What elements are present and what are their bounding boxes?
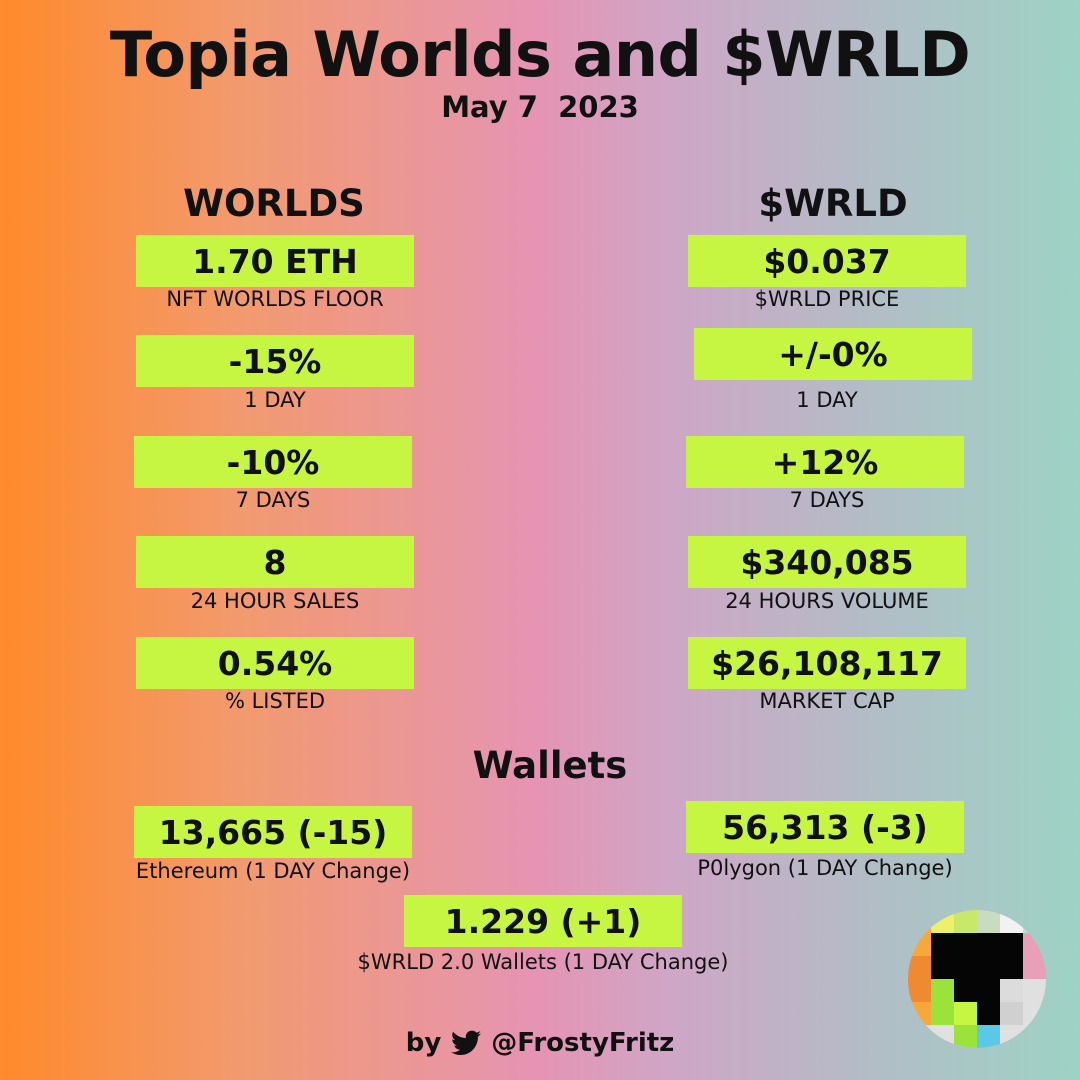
wrld-volume-label: 24 HOURS VOLUME	[725, 589, 929, 613]
avatar	[908, 910, 1046, 1048]
wallets-heading: Wallets	[472, 744, 628, 787]
worlds-1day-value: -15%	[136, 335, 414, 387]
footer-credit: by @FrostyFritz	[0, 1028, 1080, 1058]
page-date: May 7 2023	[441, 90, 639, 124]
worlds-heading: WORLDS	[183, 182, 365, 225]
footer-by: by	[405, 1028, 442, 1058]
polygon-wallets-value: 56,313 (-3)	[686, 801, 964, 853]
worlds-listed-value: 0.54%	[136, 637, 414, 689]
twitter-bird-icon	[451, 1030, 482, 1056]
wrld-1day-label: 1 DAY	[796, 388, 858, 412]
worlds-sales-label: 24 HOUR SALES	[190, 589, 360, 613]
worlds-floor-value: 1.70 ETH	[136, 235, 414, 287]
worlds-sales-value: 8	[136, 536, 414, 588]
wrld-7days-value: +12%	[686, 436, 964, 488]
wrld2-wallets-value: 1.229 (+1)	[404, 895, 682, 947]
polygon-wallets-label: P0lygon (1 DAY Change)	[697, 856, 953, 880]
ethereum-wallets-label: Ethereum (1 DAY Change)	[135, 859, 411, 883]
worlds-7days-label: 7 DAYS	[235, 488, 311, 512]
footer-handle[interactable]: @FrostyFritz	[491, 1028, 675, 1058]
wrld-1day-value: +/-0%	[694, 328, 972, 380]
worlds-7days-value: -10%	[134, 436, 412, 488]
wrld-price-value: $0.037	[688, 235, 966, 287]
wrld-price-label: $WRLD PRICE	[754, 287, 900, 311]
worlds-listed-label: % LISTED	[224, 689, 326, 713]
wrld-marketcap-value: $26,108,117	[688, 637, 966, 689]
worlds-floor-label: NFT WORLDS FLOOR	[166, 287, 384, 311]
page-title: Topia Worlds and $WRLD	[109, 18, 971, 91]
wrld-marketcap-label: MARKET CAP	[759, 689, 895, 713]
wrld-heading: $WRLD	[758, 182, 908, 225]
worlds-1day-label: 1 DAY	[244, 388, 306, 412]
wrld-volume-value: $340,085	[688, 536, 966, 588]
ethereum-wallets-value: 13,665 (-15)	[134, 806, 412, 858]
wrld2-wallets-label: $WRLD 2.0 Wallets (1 DAY Change)	[357, 950, 729, 974]
wrld-7days-label: 7 DAYS	[789, 488, 865, 512]
